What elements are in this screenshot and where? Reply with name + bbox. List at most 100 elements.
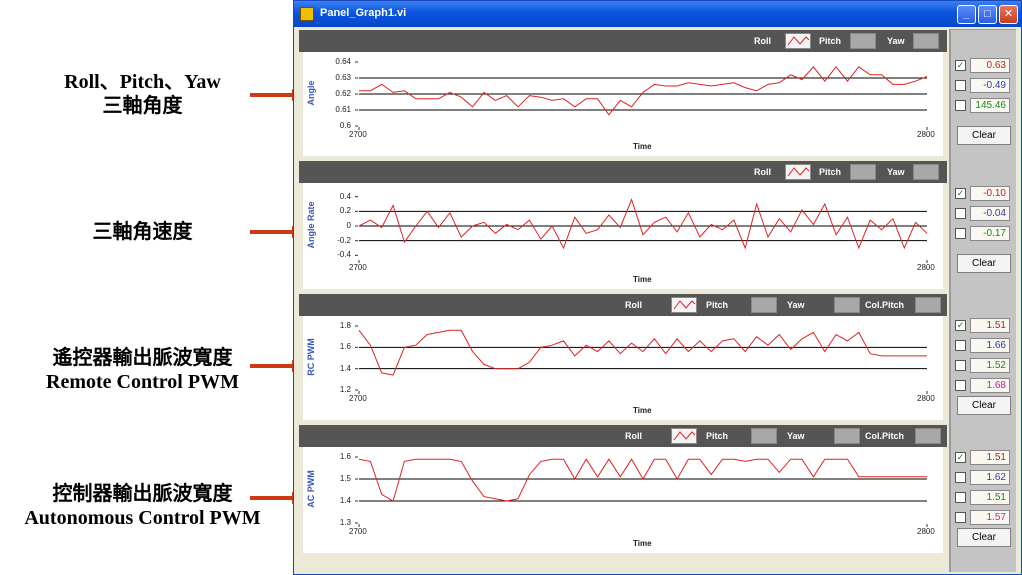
- graph-panel: Roll Pitch Yaw Angle 0.64 0.63 0.62 0.61 0.6 2700…: [299, 30, 947, 156]
- numeric-indicator: -0.10: [970, 186, 1010, 201]
- maximize-icon: □: [984, 8, 991, 20]
- indicator-row: -0.49: [954, 78, 1014, 94]
- plot-visible-checkbox[interactable]: [955, 100, 966, 111]
- clear-button[interactable]: Clear: [957, 528, 1011, 547]
- plot-visible-checkbox[interactable]: [955, 492, 966, 503]
- plot-visible-checkbox[interactable]: ✓: [955, 320, 966, 331]
- title-bar[interactable]: Panel_Graph1.vi _ □ ✕: [294, 1, 1021, 27]
- legend-plot-toggle[interactable]: [785, 164, 811, 180]
- line-chart: [355, 325, 928, 394]
- legend-label: Roll: [754, 167, 771, 177]
- indicator-row: -0.17: [954, 226, 1014, 242]
- close-button[interactable]: ✕: [999, 5, 1018, 24]
- legend-plot-toggle[interactable]: [850, 33, 876, 49]
- numeric-indicator: 1.51: [970, 318, 1010, 333]
- legend-label: Pitch: [819, 167, 842, 177]
- graph-panel: Roll Pitch Yaw Angle Rate 0.4 0.2 0 -0.2 -0.4 270…: [299, 161, 947, 289]
- plot-visible-checkbox[interactable]: [955, 512, 966, 523]
- indicator-row: 1.62: [954, 470, 1014, 486]
- indicator-group: ✓ 0.63 -0.49 145.46 Clear: [954, 58, 1014, 168]
- x-axis-title: Time: [633, 539, 652, 548]
- series-line-roll: [358, 458, 927, 502]
- legend-label: Yaw: [887, 167, 905, 177]
- x-tick-label: 2700: [349, 263, 367, 272]
- y-tick-label: 1.8: [339, 321, 351, 330]
- legend-plot-toggle[interactable]: [671, 428, 697, 444]
- plot-visible-checkbox[interactable]: [955, 208, 966, 219]
- legend-label: Col.Pitch: [865, 431, 905, 441]
- numeric-indicator: -0.04: [970, 206, 1010, 221]
- legend-plot-toggle[interactable]: [671, 297, 697, 313]
- close-icon: ✕: [1003, 8, 1014, 20]
- legend-label: Pitch: [706, 300, 729, 310]
- x-tick-label: 2800: [917, 394, 935, 403]
- graph-plot-area: Angle 0.64 0.63 0.62 0.61 0.6 2700 2800 Time: [303, 52, 943, 156]
- indicator-sidebar: ✓ 0.63 -0.49 145.46 Clear ✓ -0.10 -0.04 -0.17 Cle…: [949, 29, 1016, 572]
- legend-plot-toggle[interactable]: [785, 33, 811, 49]
- legend-plot-toggle[interactable]: [751, 428, 777, 444]
- legend-label: Pitch: [819, 36, 842, 46]
- arrow-icon: [250, 226, 306, 238]
- legend-plot-toggle[interactable]: [751, 297, 777, 313]
- indicator-row: -0.04: [954, 206, 1014, 222]
- plot-visible-checkbox[interactable]: [955, 340, 966, 351]
- annotation-rc-pwm: 遙控器輸出脈波寬度 Remote Control PWM: [0, 346, 285, 394]
- numeric-indicator: -0.17: [970, 226, 1010, 241]
- legend-plot-toggle[interactable]: [834, 428, 860, 444]
- annotation-ac-pwm: 控制器輸出脈波寬度 Autonomous Control PWM: [0, 482, 285, 530]
- indicator-row: ✓ 0.63: [954, 58, 1014, 74]
- plot-visible-checkbox[interactable]: [955, 472, 966, 483]
- arrow-icon: [250, 492, 306, 504]
- annotation-line: 控制器輸出脈波寬度: [52, 483, 233, 505]
- minimize-button[interactable]: _: [957, 5, 976, 24]
- x-axis-title: Time: [633, 406, 652, 415]
- line-style-icon: [787, 36, 810, 46]
- graph-plot-area: AC PWM 1.6 1.5 1.4 1.3 2700 2800 Time: [303, 447, 943, 553]
- legend-plot-toggle[interactable]: [915, 428, 941, 444]
- plot-visible-checkbox[interactable]: ✓: [955, 452, 966, 463]
- line-chart: [355, 456, 928, 527]
- plot-visible-checkbox[interactable]: [955, 380, 966, 391]
- plot-visible-checkbox[interactable]: ✓: [955, 60, 966, 71]
- arrow-icon: [250, 89, 306, 101]
- clear-button[interactable]: Clear: [957, 126, 1011, 145]
- clear-button[interactable]: Clear: [957, 254, 1011, 273]
- plot-visible-checkbox[interactable]: [955, 228, 966, 239]
- legend-plot-toggle[interactable]: [915, 297, 941, 313]
- numeric-indicator: 1.57: [970, 510, 1010, 525]
- maximize-button[interactable]: □: [978, 5, 997, 24]
- legend-plot-toggle[interactable]: [913, 164, 939, 180]
- graph-panel: Roll Pitch Yaw Col.Pitch AC PWM 1.6 1.5 1.4 1.3 2…: [299, 425, 947, 553]
- indicator-row: 1.57: [954, 510, 1014, 526]
- y-tick-label: 0.6: [339, 121, 351, 130]
- plot-visible-checkbox[interactable]: [955, 80, 966, 91]
- minimize-icon: _: [963, 8, 970, 20]
- x-tick-label: 2700: [349, 394, 367, 403]
- x-axis-title: Time: [633, 142, 652, 151]
- indicator-row: 145.46: [954, 98, 1014, 114]
- x-tick-label: 2700: [349, 130, 367, 139]
- legend-label: Roll: [625, 431, 642, 441]
- app-window: Panel_Graph1.vi _ □ ✕ Roll Pitch Yaw Angle 0…: [293, 0, 1022, 575]
- legend-plot-toggle[interactable]: [850, 164, 876, 180]
- y-tick-label: 1.4: [339, 496, 351, 505]
- annotation-line: Remote Control PWM: [46, 371, 239, 393]
- indicator-row: ✓ 1.51: [954, 450, 1014, 466]
- labview-vi-icon: [300, 7, 314, 21]
- series-line-roll: [358, 329, 927, 376]
- legend-label: Yaw: [787, 431, 805, 441]
- plot-visible-checkbox[interactable]: [955, 360, 966, 371]
- annotation-line: 三軸角速度: [92, 221, 193, 243]
- indicator-group: ✓ 1.51 1.62 1.51 1.57 Clear: [954, 450, 1014, 560]
- line-style-icon: [673, 300, 696, 310]
- legend-plot-toggle[interactable]: [834, 297, 860, 313]
- plot-visible-checkbox[interactable]: ✓: [955, 188, 966, 199]
- front-panel: Roll Pitch Yaw Angle 0.64 0.63 0.62 0.61 0.6 2700…: [297, 27, 1018, 573]
- legend-label: Pitch: [706, 431, 729, 441]
- indicator-row: 1.68: [954, 378, 1014, 394]
- clear-button[interactable]: Clear: [957, 396, 1011, 415]
- legend-plot-toggle[interactable]: [913, 33, 939, 49]
- y-tick-label: 0.4: [339, 191, 351, 201]
- line-chart: [355, 196, 928, 263]
- annotation-angular-rate: 三軸角速度: [0, 220, 285, 244]
